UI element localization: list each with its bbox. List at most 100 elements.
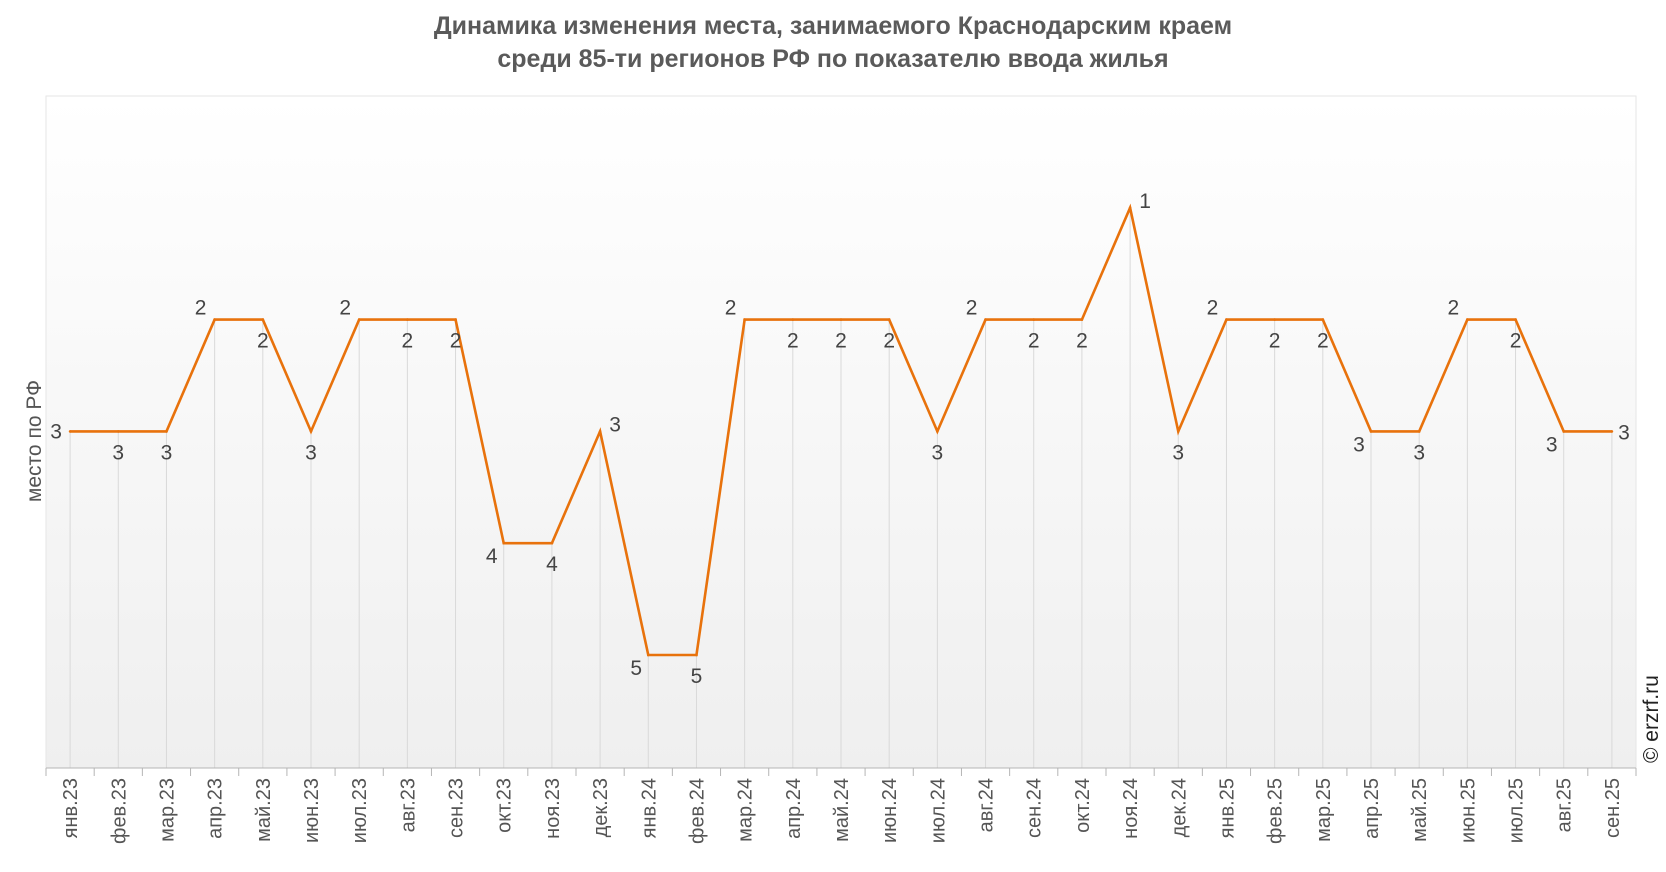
chart-title-line-1: Динамика изменения места, занимаемого Кр…: [433, 12, 1233, 40]
data-label: 3: [1172, 441, 1184, 464]
data-point: [1562, 430, 1566, 433]
data-point: [936, 430, 939, 433]
data-point: [1514, 318, 1517, 321]
data-label: 2: [1269, 330, 1281, 353]
x-tick-label: апр.24: [783, 778, 805, 839]
data-label: 2: [402, 330, 414, 353]
x-tick-label: июл.25: [1506, 778, 1528, 843]
data-label: 2: [195, 297, 207, 320]
data-label: 3: [50, 420, 62, 443]
x-tick-label: апр.23: [205, 778, 227, 839]
data-point: [213, 318, 216, 321]
data-point: [1032, 318, 1036, 321]
x-tick-label: май.23: [253, 778, 275, 842]
data-point: [1176, 430, 1180, 433]
data-label: 2: [1448, 297, 1460, 320]
data-point: [406, 318, 409, 321]
data-label: 3: [1546, 433, 1558, 456]
data-label: 3: [305, 441, 317, 464]
x-tick-label: янв.24: [638, 778, 660, 838]
data-label: 4: [486, 545, 498, 568]
data-label: 2: [966, 297, 978, 320]
data-point: [261, 318, 265, 321]
data-label: 4: [546, 553, 558, 576]
x-tick-label: ноя.24: [1120, 778, 1142, 839]
data-point: [839, 318, 843, 321]
data-point: [1273, 318, 1276, 321]
chart-title-line-2: среди 85-ти регионов РФ по показателю вв…: [497, 45, 1169, 73]
data-label: 2: [257, 330, 269, 353]
data-point: [1128, 206, 1132, 210]
data-point: [1466, 318, 1469, 321]
x-tick-label: окт.23: [494, 778, 516, 833]
x-tick-label-layer: янв.23 фев.23 мар.23 апр.23 май.23 июн.23 июл.…: [60, 778, 1624, 844]
data-label: 3: [112, 441, 124, 464]
copyright-text: © erzrf.ru: [1640, 675, 1663, 763]
data-point: [1321, 318, 1325, 321]
x-tick-label: дек.24: [1168, 778, 1190, 837]
grid-layer: [69, 207, 1613, 768]
x-tick-label: фев.25: [1265, 778, 1287, 844]
data-point: [309, 430, 313, 433]
data-label: 2: [725, 297, 737, 320]
series-layer: [68, 203, 1614, 657]
x-tick-label: май.25: [1409, 778, 1431, 842]
x-tick-label: мар.25: [1313, 778, 1335, 842]
x-tick-label: окт.24: [1072, 778, 1094, 833]
data-point: [598, 430, 602, 433]
x-tick-label: авг.24: [976, 778, 998, 832]
data-point: [165, 430, 168, 433]
chart-title: Динамика изменения места, занимаемого Кр…: [0, 10, 1666, 76]
x-tick-label: янв.23: [60, 778, 82, 838]
data-label: 2: [1076, 330, 1088, 353]
y-axis-title: место по РФ: [23, 380, 46, 502]
data-label: 5: [630, 657, 642, 680]
x-tick-label: ноя.23: [542, 778, 564, 839]
data-label: 2: [1510, 330, 1522, 353]
data-label: 2: [835, 330, 847, 353]
data-label: 2: [450, 330, 462, 353]
x-tick-label: фев.23: [108, 778, 130, 844]
data-label: 3: [932, 441, 944, 464]
data-point: [1080, 318, 1084, 321]
data-label: 2: [339, 297, 351, 320]
data-label-layer: 3 3 3 2 2 3 2 2 2 4 4 3 5 5 2 2 2 2 3 2 2 2 1 3 2 2 2 3 3 2 2 3 3: [50, 190, 1630, 688]
x-tick-label: мар.24: [735, 778, 757, 842]
data-point: [695, 653, 698, 657]
data-point: [550, 541, 554, 545]
x-tick-label: фев.24: [686, 778, 708, 844]
data-label: 2: [1207, 297, 1219, 320]
data-label: 3: [609, 413, 621, 436]
x-tick-label: авг.25: [1554, 778, 1576, 832]
x-tick-label: сен.24: [1024, 778, 1046, 838]
data-point: [743, 318, 746, 321]
x-tick-label: июн.24: [879, 778, 901, 843]
x-tick-layer: [45, 768, 1637, 776]
x-tick-label: сен.25: [1602, 778, 1624, 838]
data-point: [1417, 430, 1421, 433]
x-tick-label: июн.23: [301, 778, 323, 843]
data-point: [791, 318, 795, 321]
x-tick-label: июл.24: [927, 778, 949, 843]
data-label: 2: [883, 330, 895, 353]
x-tick-label: янв.25: [1216, 778, 1238, 838]
data-label: 1: [1139, 190, 1151, 213]
data-label: 2: [787, 330, 799, 353]
x-tick-label: сен.23: [446, 778, 468, 838]
x-tick-label: апр.25: [1361, 778, 1383, 839]
x-tick-label: май.24: [831, 778, 853, 842]
data-label: 2: [1317, 330, 1329, 353]
x-tick-label: дек.23: [590, 778, 612, 837]
data-point: [984, 318, 987, 321]
data-point: [454, 318, 457, 321]
data-label: 3: [1353, 433, 1365, 456]
x-tick-label: мар.23: [156, 778, 178, 842]
x-tick-label: авг.23: [397, 778, 419, 832]
x-tick-label: июн.25: [1457, 778, 1479, 843]
x-tick-label: июл.23: [349, 778, 371, 843]
data-label: 3: [1413, 441, 1425, 464]
data-label: 3: [161, 441, 173, 464]
data-point: [1610, 430, 1614, 433]
data-label: 5: [691, 665, 703, 688]
data-label: 3: [1618, 421, 1630, 444]
